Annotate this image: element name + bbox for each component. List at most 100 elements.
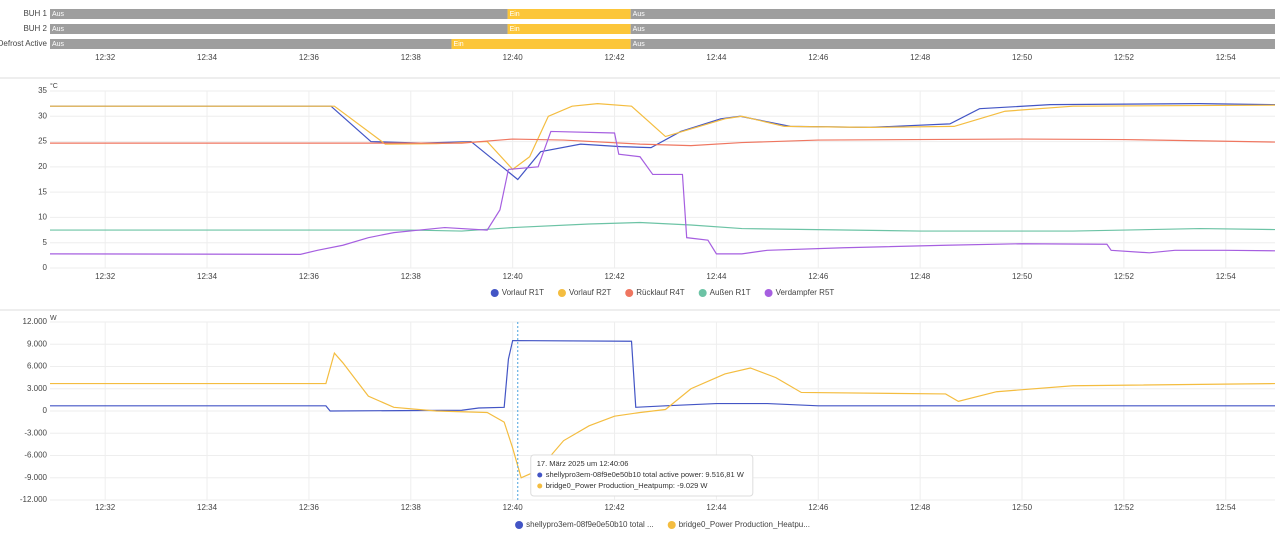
x-tick-label: 12:38 [401, 53, 422, 62]
legend-label: shellypro3em-08f9e0e50b10 total ... [526, 520, 654, 529]
row-label: BUH 1 [23, 9, 47, 18]
y-tick-label: -9.000 [24, 473, 47, 482]
y-tick-label: 10 [38, 213, 47, 222]
x-tick-label: 12:52 [1114, 272, 1135, 281]
row-label: BUH 2 [23, 24, 47, 33]
legend-marker [625, 289, 634, 297]
y-tick-label: 6.000 [27, 362, 48, 371]
x-tick-label: 12:38 [401, 272, 422, 281]
state-bar [50, 39, 452, 49]
state-bar [50, 24, 508, 34]
tooltip-marker [537, 483, 543, 489]
y-tick-label: 35 [38, 86, 47, 95]
y-tick-label: 30 [38, 111, 47, 120]
y-tick-label: 15 [38, 187, 47, 196]
x-tick-label: 12:34 [197, 53, 218, 62]
x-tick-label: 12:32 [95, 272, 116, 281]
unit-label: W [50, 315, 57, 322]
y-tick-label: 5 [43, 238, 48, 247]
state-label: Aus [633, 26, 646, 33]
x-tick-label: 12:40 [503, 503, 524, 512]
series-line [50, 221, 1276, 232]
x-tick-label: 12:32 [95, 53, 116, 62]
state-bar [451, 39, 631, 49]
x-tick-label: 12:34 [197, 272, 218, 281]
state-bar [507, 24, 631, 34]
legend-label: bridge0_Power Production_Heatpu... [679, 520, 810, 529]
x-tick-label: 12:42 [605, 53, 626, 62]
y-tick-label: -3.000 [24, 428, 47, 437]
x-tick-label: 12:54 [1216, 272, 1237, 281]
y-tick-label: 25 [38, 137, 47, 146]
tooltip-marker [537, 472, 543, 478]
legend-marker [698, 289, 707, 297]
state-label: Aus [52, 11, 65, 18]
x-tick-label: 12:46 [808, 503, 829, 512]
legend-marker [557, 289, 566, 297]
y-tick-label: 12.000 [23, 317, 48, 326]
y-tick-label: 3.000 [27, 384, 48, 393]
state-label: Aus [633, 41, 646, 48]
x-tick-label: 12:44 [706, 272, 727, 281]
state-label: Aus [52, 26, 65, 33]
x-tick-label: 12:50 [1012, 272, 1033, 281]
x-tick-label: 12:40 [503, 53, 524, 62]
x-tick-label: 12:40 [503, 272, 524, 281]
x-tick-label: 12:54 [1216, 53, 1237, 62]
x-tick-label: 12:52 [1114, 503, 1135, 512]
x-tick-label: 12:52 [1114, 53, 1135, 62]
x-tick-label: 12:48 [910, 503, 931, 512]
x-tick-label: 12:48 [910, 272, 931, 281]
state-label: Aus [52, 41, 65, 48]
y-tick-label: 0 [43, 263, 48, 272]
state-label: Ein [510, 26, 520, 33]
tooltip-line: shellypro3em-08f9e0e50b10 total active p… [546, 470, 745, 479]
y-tick-label: -6.000 [24, 451, 47, 460]
tooltip [530, 454, 754, 497]
series-line [50, 351, 1276, 479]
state-bar [630, 24, 1275, 34]
unit-label: °C [50, 82, 58, 90]
legend-marker [764, 289, 773, 297]
y-tick-label: 9.000 [27, 339, 48, 348]
legend-marker [667, 521, 676, 529]
x-tick-label: 12:48 [910, 53, 931, 62]
x-tick-label: 12:42 [605, 272, 626, 281]
tooltip-title: 17. März 2025 um 12:40:06 [537, 459, 629, 468]
row-label: Defrost Active [0, 39, 48, 48]
x-tick-label: 12:42 [605, 503, 626, 512]
series-line [50, 138, 1276, 147]
legend-label: Verdampfer R5T [776, 288, 835, 297]
y-tick-label: 20 [38, 162, 47, 171]
state-bar [50, 9, 508, 19]
x-tick-label: 12:36 [299, 53, 320, 62]
legend-label: Rücklauf R4T [636, 288, 685, 297]
legend-marker [515, 521, 524, 529]
state-label: Aus [633, 11, 646, 18]
state-bar [630, 39, 1275, 49]
state-bar [630, 9, 1275, 19]
x-tick-label: 12:38 [401, 503, 422, 512]
x-tick-label: 12:32 [95, 503, 116, 512]
series-line [49, 130, 1276, 255]
legend-label: Außen R1T [710, 288, 751, 297]
x-tick-label: 12:50 [1012, 53, 1033, 62]
y-tick-label: 0 [43, 406, 48, 415]
legend-label: Vorlauf R2T [569, 288, 611, 297]
x-tick-label: 12:36 [299, 503, 320, 512]
series-line [50, 339, 1275, 412]
state-label: Ein [510, 11, 520, 18]
legend: shellypro3em-08f9e0e50b10 total ... bridg… [515, 520, 810, 529]
x-tick-label: 12:44 [706, 503, 727, 512]
x-tick-label: 12:46 [808, 53, 829, 62]
legend-marker [490, 289, 499, 297]
x-tick-label: 12:46 [808, 272, 829, 281]
series-line [50, 103, 1276, 171]
legend-label: Vorlauf R1T [502, 288, 544, 297]
x-tick-label: 12:34 [197, 503, 218, 512]
state-bar [507, 9, 631, 19]
x-tick-label: 12:54 [1216, 503, 1237, 512]
state-label: Ein [454, 41, 464, 48]
legend: Vorlauf R1T Vorlauf R2T Rücklauf R4T Außen … [490, 288, 835, 297]
